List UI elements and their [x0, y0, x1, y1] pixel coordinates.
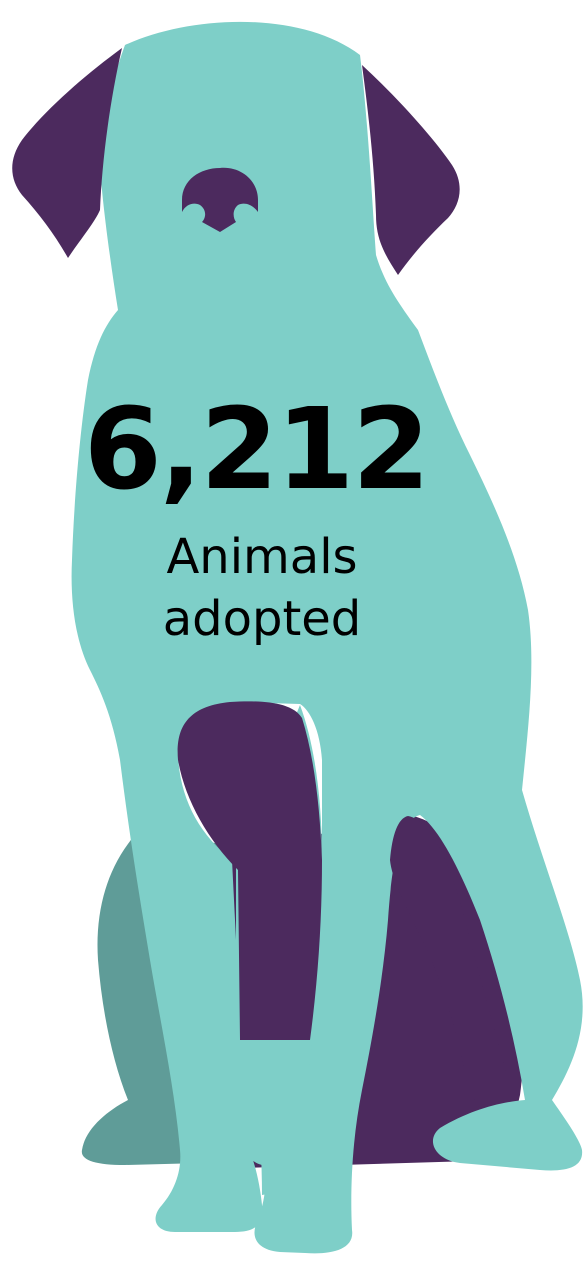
adopted-label-line1: Animals [166, 529, 358, 585]
hind-leg-stripe [390, 816, 512, 1100]
front-leg-shadow [177, 701, 322, 1040]
adopted-count: 6,212 [83, 385, 430, 515]
right-ear [362, 65, 460, 275]
adopted-label: Animals adopted [0, 526, 524, 650]
left-ear [12, 48, 123, 258]
nose-icon [182, 167, 258, 232]
adopted-label-line2: adopted [162, 591, 362, 647]
dog-body [71, 21, 583, 1254]
